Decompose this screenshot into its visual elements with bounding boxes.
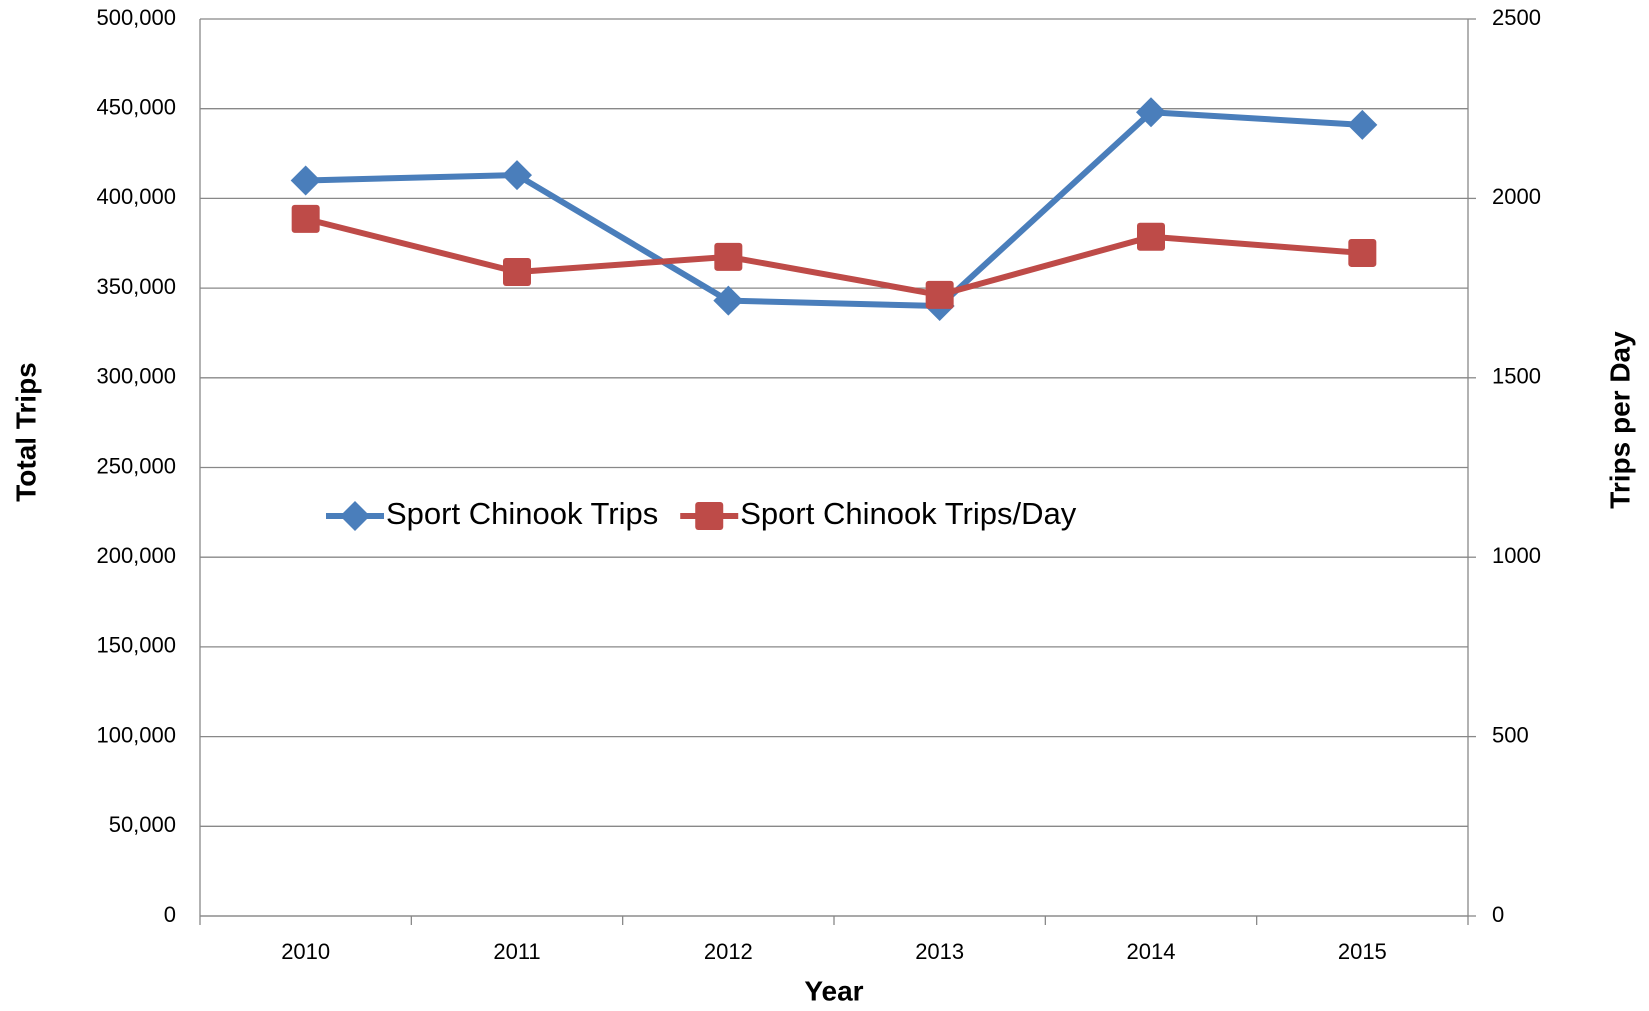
- data-point: [1347, 109, 1378, 140]
- legend-label: Sport Chinook Trips/Day: [740, 496, 1076, 531]
- series-line: [304, 215, 1363, 298]
- y2-tick-label: 1500: [1492, 364, 1541, 389]
- legend-label: Sport Chinook Trips: [386, 496, 658, 531]
- data-point: [714, 242, 743, 271]
- x-tick-label: 2011: [493, 939, 540, 964]
- y-tick-label: 300,000: [96, 364, 176, 389]
- data-point: [925, 280, 954, 309]
- y-axis-title: Total Trips: [10, 362, 41, 502]
- y2-axis-title: Trips per Day: [1604, 331, 1635, 509]
- y-tick-label: 100,000: [96, 722, 176, 747]
- data-point: [502, 160, 532, 191]
- data-point: [503, 257, 531, 286]
- y-tick-label: 200,000: [96, 543, 176, 568]
- x-tick-label: 2010: [281, 939, 330, 964]
- y-tick-label: 350,000: [96, 274, 176, 299]
- data-point: [1136, 97, 1166, 128]
- x-tick-label: 2015: [1338, 939, 1387, 964]
- y-tick-label: 150,000: [96, 633, 176, 658]
- legend-marker: [695, 502, 724, 530]
- y-tick-label: 250,000: [96, 453, 176, 478]
- y-tick-label: 400,000: [96, 184, 176, 209]
- y-tick-label: 450,000: [96, 95, 176, 120]
- x-tick-label: 2012: [704, 939, 753, 964]
- y2-tick-label: 1000: [1492, 543, 1541, 568]
- legend-marker: [340, 501, 370, 531]
- x-axis-title: Year: [804, 975, 863, 1006]
- y-tick-label: 500,000: [96, 5, 176, 30]
- y-tick-label: 0: [164, 902, 176, 927]
- y2-tick-label: 0: [1492, 902, 1504, 927]
- data-point: [1348, 238, 1377, 267]
- y2-tick-label: 2000: [1492, 184, 1541, 209]
- y2-tick-label: 500: [1492, 722, 1529, 747]
- series-line: [305, 109, 1363, 310]
- y-tick-label: 50,000: [109, 812, 176, 837]
- y2-tick-label: 2500: [1492, 5, 1541, 30]
- x-tick-label: 2013: [915, 939, 964, 964]
- data-point: [290, 165, 321, 196]
- data-point: [713, 285, 744, 316]
- data-point: [291, 204, 320, 233]
- data-point: [1137, 222, 1165, 251]
- x-tick-label: 2014: [1127, 939, 1176, 964]
